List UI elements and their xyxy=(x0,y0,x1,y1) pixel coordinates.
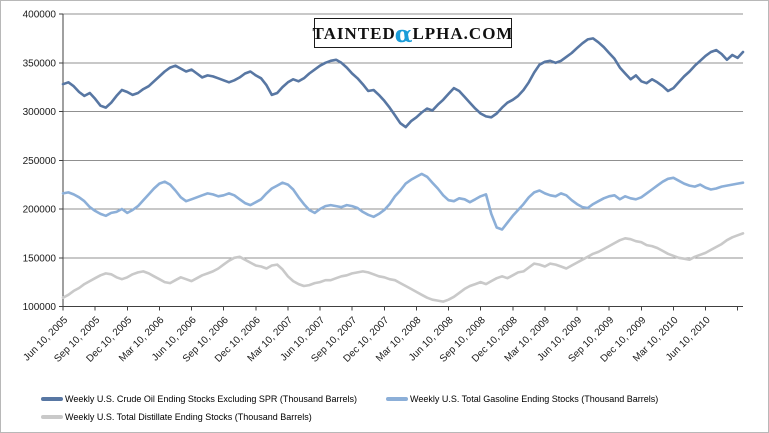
series-line-distillate xyxy=(61,232,745,303)
legend-label-crude: Weekly U.S. Crude Oil Ending Stocks Excl… xyxy=(65,394,357,404)
logo-text-before: TAINTED xyxy=(312,23,396,43)
logo-text-after: LPHA.COM xyxy=(412,23,514,43)
series-line-crude xyxy=(61,37,745,129)
legend-item-gasoline: Weekly U.S. Total Gasoline Ending Stocks… xyxy=(386,393,658,405)
logo-text: TAINTEDαLPHA.COM xyxy=(312,23,514,46)
taintedalpha-logo: TAINTEDαLPHA.COM xyxy=(312,18,514,48)
y-tick-label-350000: 350000 xyxy=(23,58,57,69)
y-tick-label-150000: 150000 xyxy=(23,253,57,264)
legend-label-gasoline: Weekly U.S. Total Gasoline Ending Stocks… xyxy=(410,394,659,404)
series-line-gasoline xyxy=(61,172,745,231)
y-tick-label-250000: 250000 xyxy=(23,156,57,167)
legend-item-distillate: Weekly U.S. Total Distillate Ending Stoc… xyxy=(41,411,312,423)
y-tick-label-400000: 400000 xyxy=(23,10,57,21)
y-tick-label-200000: 200000 xyxy=(23,205,57,216)
y-tick-label-100000: 100000 xyxy=(23,302,57,313)
legend-marker-distillate xyxy=(41,415,63,419)
y-tick-label-300000: 300000 xyxy=(23,107,57,118)
legend-marker-gasoline xyxy=(386,397,408,401)
logo-alpha-glyph: α xyxy=(394,20,414,48)
legend-label-distillate: Weekly U.S. Total Distillate Ending Stoc… xyxy=(65,412,312,422)
legend-item-crude: Weekly U.S. Crude Oil Ending Stocks Excl… xyxy=(41,393,357,405)
legend-marker-crude xyxy=(41,397,63,401)
